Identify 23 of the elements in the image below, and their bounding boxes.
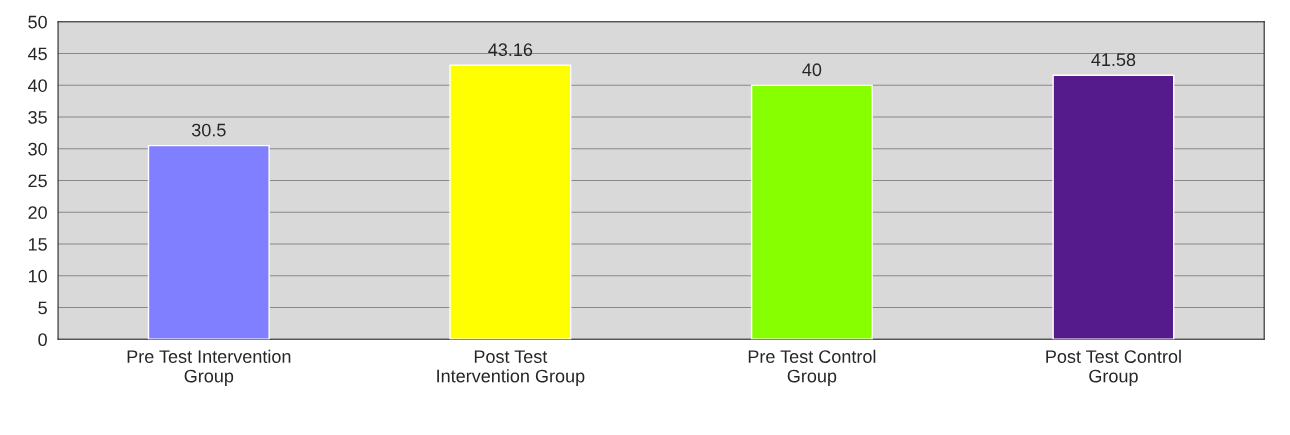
- data-label: 41.58: [1091, 53, 1136, 67]
- y-tick-label: 10: [28, 269, 47, 283]
- y-tick-label: 40: [27, 79, 47, 92]
- bar: [750, 84, 873, 340]
- y-tick-label: 50: [28, 15, 47, 29]
- y-tick-label: 35: [28, 110, 47, 124]
- y-tick-label: 25: [28, 174, 47, 188]
- bar: [147, 144, 270, 340]
- data-label: 40: [802, 63, 822, 77]
- y-tick-label: 0: [38, 333, 47, 347]
- y-tick-label: 15: [28, 238, 47, 251]
- bar: [1052, 74, 1175, 340]
- x-tick-label: Pre Test Intervention Group: [127, 349, 291, 386]
- y-tick-label: 20: [28, 206, 47, 219]
- x-tick-label: Post Test Intervention Group: [437, 350, 585, 386]
- x-tick-label: Pre Test Control Group: [748, 349, 876, 386]
- bar: [449, 64, 572, 340]
- data-label: 43.16: [488, 43, 533, 57]
- y-tick-label: 5: [38, 301, 47, 315]
- x-tick-label: Post Test Control Group: [1046, 349, 1181, 386]
- data-label: 30.5: [191, 123, 226, 137]
- y-tick-label: 30: [28, 142, 47, 156]
- y-tick-label: 45: [27, 47, 47, 61]
